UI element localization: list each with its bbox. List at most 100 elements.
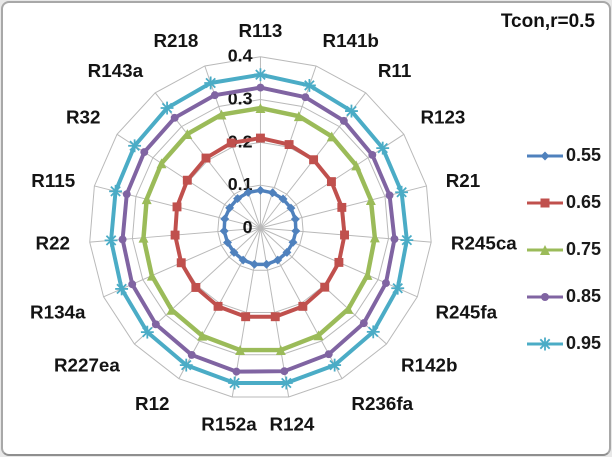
- legend-label-0.65: 0.65: [565, 192, 601, 212]
- category-label-R124: R124: [269, 413, 314, 434]
- series-marker-0.65-R11: [309, 155, 319, 165]
- series-marker-0.55-R115: [220, 214, 230, 224]
- category-label-R143a: R143a: [88, 60, 144, 81]
- series-marker-0.75-R12: [197, 330, 208, 341]
- series-marker-0.85-R245fa: [381, 279, 390, 288]
- series-marker-0.55-R11: [278, 194, 288, 204]
- legend-marker-0.55: [526, 151, 563, 160]
- series-marker-0.85-R143a: [170, 113, 179, 122]
- legend-marker-glyph-0.65: [540, 198, 550, 207]
- category-label-R21: R21: [446, 170, 480, 191]
- series-marker-0.75-R245fa: [362, 270, 373, 280]
- legend-label-0.85: 0.85: [565, 286, 601, 306]
- grid-ring-0.3: [131, 99, 389, 356]
- legend-marker-glyph-0.55: [540, 151, 550, 160]
- series-marker-0.75-R141b: [293, 111, 304, 122]
- series-marker-0.55-R152a: [249, 259, 259, 269]
- series-marker-0.65-R141b: [284, 140, 294, 150]
- series-marker-0.75-R123: [351, 160, 362, 171]
- legend-marker-0.85: [526, 292, 563, 301]
- series-marker-0.85-R141b: [301, 93, 310, 102]
- series-marker-0.85-R142b: [359, 319, 368, 328]
- series-marker-0.95-R142b: [367, 326, 379, 338]
- series-marker-0.85-R245ca: [390, 235, 399, 244]
- series-marker-0.85-R22: [118, 235, 127, 244]
- category-label-R245fa: R245fa: [435, 302, 497, 323]
- legend-marker-0.95: [526, 337, 563, 350]
- series-marker-0.95-R245fa: [392, 282, 403, 294]
- axis-tick-label-0.4: 0.4: [228, 46, 253, 66]
- series-marker-0.65-R113: [255, 133, 265, 143]
- series-marker-0.85-R227ea: [151, 320, 160, 329]
- legend-marker-glyph-0.85: [540, 292, 549, 301]
- category-label-R227ea: R227ea: [54, 354, 120, 375]
- grid-ring-0.1: [217, 184, 304, 271]
- series-marker-0.95-R115: [110, 186, 121, 197]
- series-marker-0.85-R113: [256, 83, 265, 92]
- series-marker-0.75-R124: [275, 345, 286, 356]
- legend-item-0.75: 0.75: [525, 239, 601, 260]
- series-marker-0.75-R22: [138, 232, 149, 243]
- series-marker-0.65-R115: [172, 202, 182, 212]
- category-label-R115: R115: [31, 170, 75, 191]
- series-marker-0.75-R236fa: [313, 330, 324, 341]
- series-marker-0.65-R245fa: [334, 257, 344, 267]
- series-marker-0.85-R32: [140, 148, 149, 157]
- series-marker-0.65-R123: [326, 177, 336, 187]
- category-label-R142b: R142b: [401, 354, 457, 375]
- legend-marker-glyph-0.75: [539, 244, 550, 255]
- series-marker-0.65-R22: [170, 230, 180, 240]
- series-marker-0.65-R124: [270, 312, 280, 322]
- series-marker-0.65-R152a: [241, 312, 251, 322]
- series-marker-0.75-R245ca: [369, 232, 380, 243]
- series-marker-0.95-R218: [205, 77, 216, 89]
- series-marker-0.55-R21: [290, 214, 300, 224]
- series-marker-0.75-R113: [255, 103, 266, 114]
- series-marker-0.75-R11: [326, 131, 337, 142]
- axis-tick-label-0: 0: [243, 217, 253, 237]
- series-marker-0.95-R245ca: [401, 234, 413, 246]
- series-marker-0.85-R21: [385, 191, 394, 200]
- series-marker-0.85-R12: [187, 350, 196, 359]
- legend-marker-0.75: [526, 244, 563, 255]
- legend-item-0.95: 0.95: [525, 333, 601, 354]
- legend-item-0.85: 0.85: [525, 286, 601, 307]
- series-marker-0.95-R236fa: [329, 359, 340, 371]
- series-marker-0.95-R12: [180, 359, 192, 371]
- category-label-R152a: R152a: [201, 413, 257, 434]
- series-marker-0.75-R143a: [182, 129, 193, 140]
- grid-ring-0.4: [89, 56, 432, 398]
- series-line-0.85: [120, 85, 397, 374]
- series-line-0.95: [109, 72, 409, 386]
- category-label-R123: R123: [420, 106, 465, 127]
- series-marker-0.75-R21: [365, 195, 376, 205]
- series-marker-0.65-R142b: [320, 282, 330, 292]
- series-marker-0.65-R227ea: [191, 283, 201, 292]
- legend-item-0.65: 0.65: [525, 192, 601, 213]
- series-marker-0.75-R32: [156, 158, 167, 169]
- series-marker-0.65-R245ca: [340, 230, 349, 240]
- series-marker-0.65-R236fa: [298, 301, 308, 311]
- series-marker-0.55-R22: [219, 226, 229, 236]
- axis-tick-label-0.1: 0.1: [228, 174, 253, 194]
- legend-item-0.55: 0.55: [525, 145, 601, 166]
- series-marker-0.55-R218: [243, 187, 253, 197]
- legend: 0.55 0.65 0.75 0.85 0.95: [525, 145, 601, 354]
- category-label-R113: R113: [238, 20, 282, 41]
- series-marker-0.75-R218: [216, 109, 227, 120]
- series-marker-0.65-R143a: [201, 153, 211, 163]
- series-marker-0.95-R123: [377, 142, 388, 154]
- category-label-R12: R12: [135, 393, 169, 414]
- series-marker-0.95-R141b: [304, 80, 315, 91]
- series-marker-0.95-R143a: [161, 102, 173, 114]
- category-label-R134a: R134a: [30, 302, 86, 323]
- series-marker-0.65-R32: [182, 175, 192, 185]
- series-marker-0.95-R124: [281, 377, 292, 389]
- series-marker-0.85-R124: [280, 367, 289, 376]
- series-marker-0.65-R134a: [176, 258, 186, 268]
- series-marker-0.55-R245ca: [291, 226, 301, 236]
- chart-title: Tcon,r=0.5: [500, 11, 595, 32]
- series-marker-0.75-R142b: [343, 303, 354, 314]
